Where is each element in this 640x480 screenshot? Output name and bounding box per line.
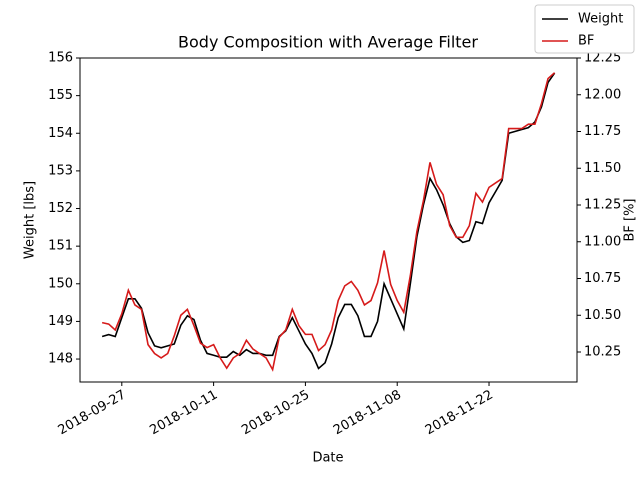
y2-tick-label: 11.50 — [584, 161, 621, 176]
y2-tick-label: 10.50 — [584, 308, 621, 323]
x-tick-label: 2018-09-27 — [56, 388, 129, 439]
series-line — [101, 72, 556, 370]
x-axis-label: Date — [312, 451, 343, 466]
y2-tick-label: 11.75 — [584, 124, 621, 139]
y-tick-label: 153 — [48, 163, 73, 178]
chart-title: Body Composition with Average Filter — [178, 33, 478, 52]
x-tick-label: 2018-10-11 — [147, 388, 220, 439]
series-line — [101, 72, 556, 372]
x-tick-label: 2018-11-22 — [423, 388, 496, 439]
y-axis-label: Weight [lbs] — [23, 181, 38, 259]
legend-label: BF — [578, 34, 594, 49]
y-tick-label: 149 — [48, 314, 73, 329]
y2-tick-label: 11.25 — [584, 198, 621, 213]
y-tick-label: 150 — [48, 276, 73, 291]
y2-tick-label: 12.00 — [584, 87, 621, 102]
y-tick-label: 155 — [48, 88, 73, 103]
y2-axis-label: BF [%] — [623, 198, 638, 241]
y2-tick-label: 10.75 — [584, 271, 621, 286]
y-tick-label: 151 — [48, 239, 73, 254]
y-tick-label: 148 — [48, 352, 73, 367]
y-tick-label: 154 — [48, 126, 73, 141]
y2-tick-label: 12.25 — [584, 51, 621, 66]
x-tick-label: 2018-10-25 — [239, 388, 312, 439]
y2-tick-label: 10.25 — [584, 345, 621, 360]
plot-frame — [79, 57, 578, 383]
y-tick-label: 152 — [48, 201, 73, 216]
y2-tick-label: 11.00 — [584, 234, 621, 249]
x-tick-label: 2018-11-08 — [331, 388, 404, 439]
y-tick-label: 156 — [48, 51, 73, 66]
legend-label: Weight — [578, 12, 623, 27]
